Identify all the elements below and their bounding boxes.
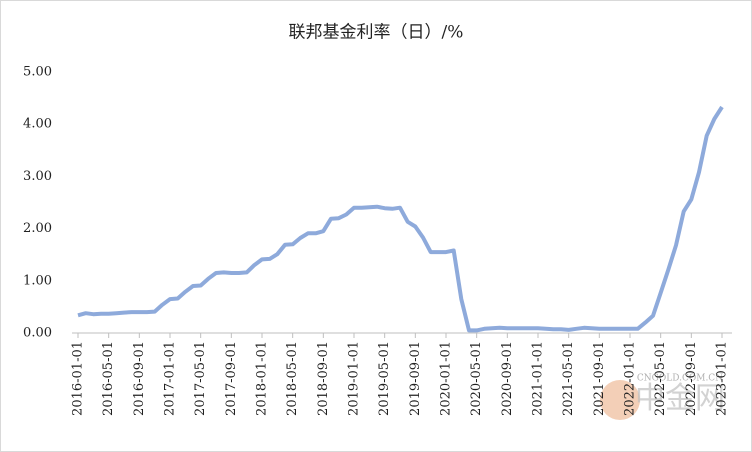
x-tick-label: 2022-01-01 xyxy=(623,341,638,416)
watermark-sub: CNGOLD.COM.CN xyxy=(637,374,723,384)
x-tick-label: 2021-09-01 xyxy=(592,341,607,416)
y-tick-label: 2.00 xyxy=(23,221,52,236)
x-tick-label: 2023-01-01 xyxy=(715,341,730,416)
y-tick-label: 4.00 xyxy=(23,117,52,132)
x-tick-label: 2019-05-01 xyxy=(377,341,392,416)
x-tick-label: 2016-01-01 xyxy=(71,341,86,416)
watermark: 中金网 xyxy=(635,381,725,416)
x-tick-label: 2019-09-01 xyxy=(408,341,423,416)
x-tick-label: 2021-01-01 xyxy=(531,341,546,416)
x-tick-label: 2019-01-01 xyxy=(347,341,362,416)
x-tick-label: 2020-01-01 xyxy=(439,341,454,416)
x-tick-label: 2017-01-01 xyxy=(163,341,178,416)
x-tick-label: 2020-09-01 xyxy=(500,341,515,416)
x-tick-label: 2016-09-01 xyxy=(132,341,147,416)
x-tick-label: 2022-09-01 xyxy=(684,341,699,416)
x-tick-label: 2018-01-01 xyxy=(255,341,270,416)
x-tick-label: 2022-05-01 xyxy=(653,341,668,416)
chart-title: 联邦基金利率（日）/% xyxy=(289,23,464,43)
y-tick-label: 1.00 xyxy=(23,273,52,288)
x-tick-label: 2018-05-01 xyxy=(285,341,300,416)
x-tick-label: 2018-09-01 xyxy=(316,341,331,416)
x-tick-label: 2016-05-01 xyxy=(101,341,116,416)
y-tick-label: 5.00 xyxy=(23,65,52,80)
x-tick-label: 2017-05-01 xyxy=(193,341,208,416)
x-tick-label: 2020-05-01 xyxy=(469,341,484,416)
y-tick-label: 0.00 xyxy=(23,326,52,341)
x-tick-label: 2017-09-01 xyxy=(224,341,239,416)
watermark-logo xyxy=(600,380,640,420)
data-line xyxy=(77,105,724,333)
y-tick-label: 3.00 xyxy=(23,169,52,184)
x-tick-label: 2021-05-01 xyxy=(561,341,576,416)
